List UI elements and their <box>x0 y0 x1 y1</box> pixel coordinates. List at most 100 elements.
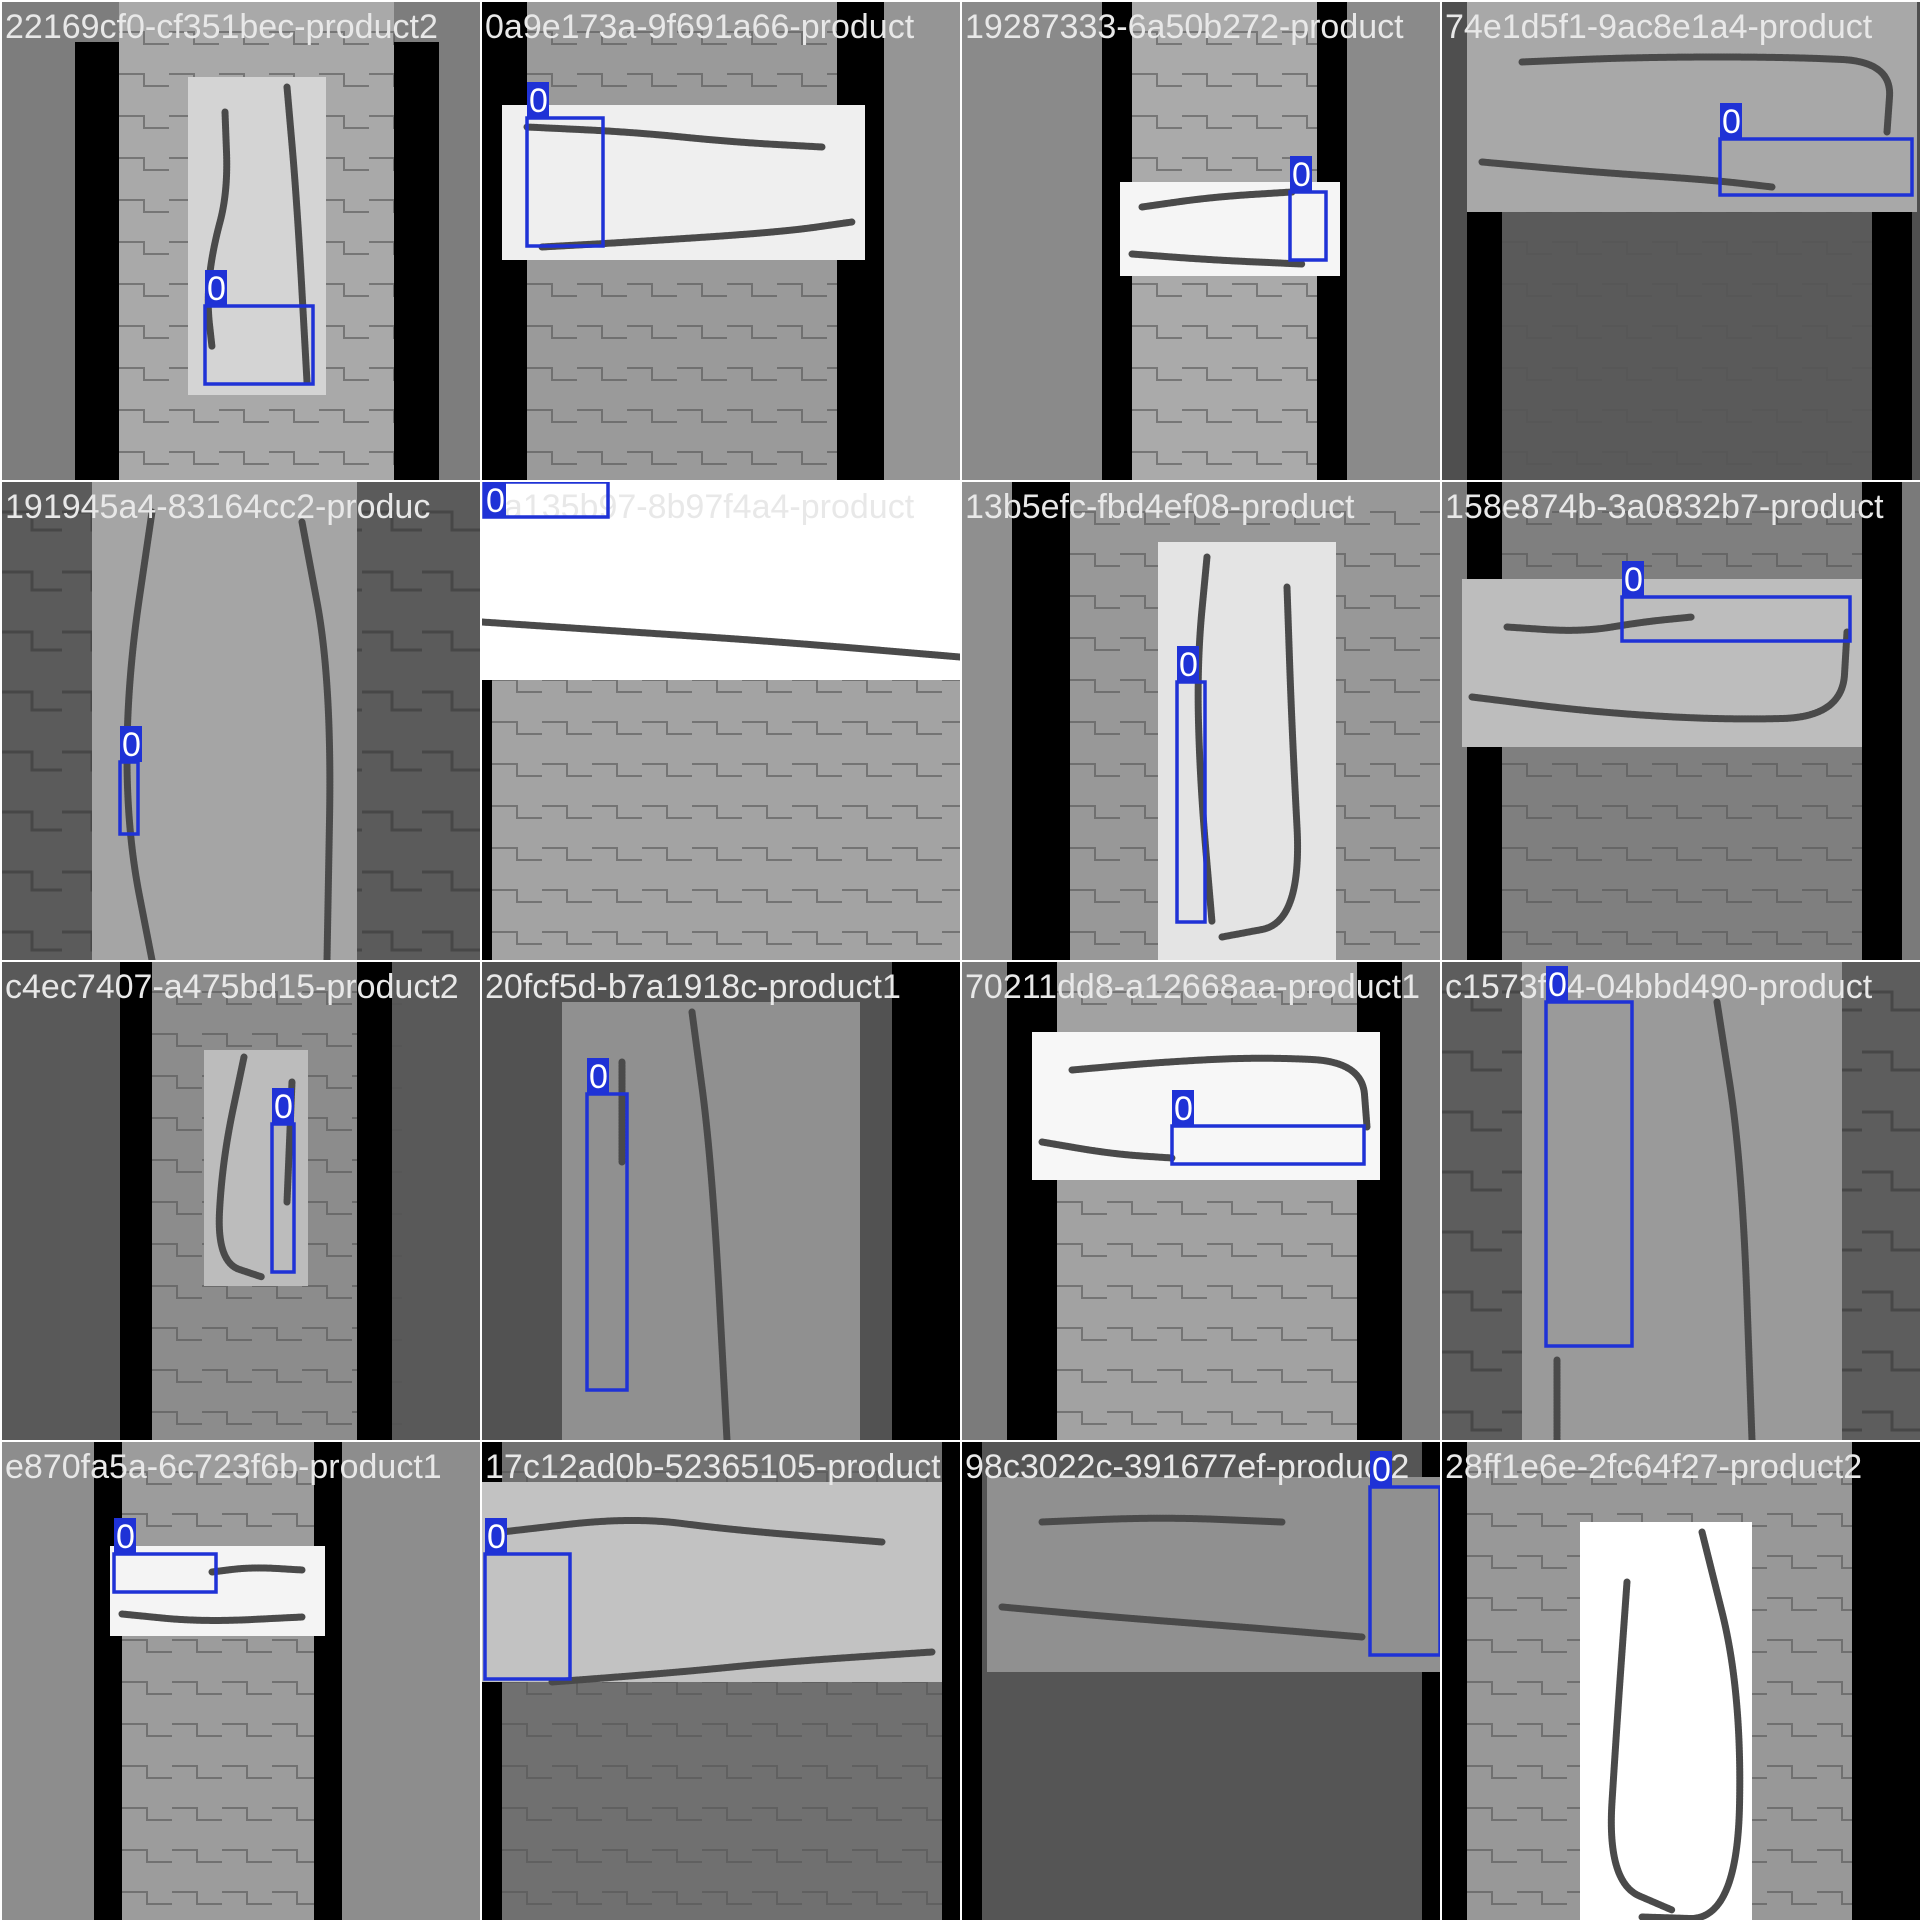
belt-pattern <box>1502 847 1902 861</box>
wire-trace <box>1218 583 1302 941</box>
wire-trace <box>1468 628 1851 723</box>
belt-pattern <box>152 1369 402 1383</box>
belt-pattern <box>982 1849 1432 1863</box>
image-tile: c4ec7407-a475bd15-product2 0 <box>2 962 480 1440</box>
belt-pattern <box>152 1033 402 1047</box>
belt-pattern <box>1057 991 1357 1005</box>
image-tile: 20fcf5d-b7a1918c-product1 0 <box>482 962 960 1440</box>
belt-pattern <box>527 367 877 381</box>
detection-class-label: 0 <box>1548 966 1567 1004</box>
detection-box <box>112 1552 218 1594</box>
tile-caption: 158e874b-3a0832b7-product <box>1445 488 1884 526</box>
tile-caption: 6a135b97-8b97f4a4-product <box>485 488 915 526</box>
tile-caption: 191945a4-83164cc2-produc <box>5 488 430 526</box>
wire-trace <box>1194 553 1216 926</box>
wire-trace <box>118 1610 306 1624</box>
belt-pattern <box>982 1765 1432 1779</box>
wire-trace <box>688 1008 731 1440</box>
detection-class-label: 0 <box>486 482 505 520</box>
tile-caption: 22169cf0-cf351bec-product2 <box>5 8 438 46</box>
tile-caption: c1573f04-04bbd490-product <box>1445 968 1873 1006</box>
wire-trace <box>498 1516 886 1546</box>
belt-pattern <box>1132 115 1332 129</box>
image-tile: 13b5efc-fbd4ef08-product 0 <box>962 482 1440 960</box>
product-sheet <box>1522 962 1842 1440</box>
rail-left <box>94 1442 122 1920</box>
wire-trace <box>1138 188 1296 211</box>
product-sheet <box>482 1482 942 1682</box>
belt-pattern <box>1132 283 1332 297</box>
detection-label-bg <box>1720 103 1742 139</box>
belt-pattern <box>1057 1369 1357 1383</box>
tile-caption: 98c3022c-391677ef-product2 <box>965 1448 1409 1486</box>
belt-pattern <box>1502 763 1902 777</box>
belt-pattern <box>1057 1243 1357 1257</box>
belt-pattern <box>122 1471 322 1485</box>
belt-pattern <box>527 73 877 87</box>
belt-pattern <box>1502 553 1902 567</box>
detection-box <box>1368 1485 1440 1657</box>
rail-left <box>1012 482 1070 960</box>
image-tile: 19287333-6a50b272-product 0 <box>962 2 1440 480</box>
detection-label-bg <box>1622 561 1644 597</box>
rail-right <box>1862 482 1902 960</box>
rail-right <box>314 1442 342 1920</box>
wire-trace <box>1478 158 1776 191</box>
rail-left <box>1442 1442 1467 1920</box>
detection-class-label: 0 <box>1174 1090 1193 1128</box>
belt-pattern <box>1057 1201 1357 1215</box>
belt-pattern <box>492 931 960 945</box>
rail-left <box>962 1442 982 1920</box>
belt-pattern <box>1467 1513 1867 1527</box>
detection-label-bg <box>1290 156 1312 192</box>
wire-trace <box>1518 53 1894 136</box>
wire-trace <box>283 83 311 386</box>
belt-pattern <box>122 1513 322 1527</box>
belt-pattern <box>119 409 419 423</box>
tile-caption: 20fcf5d-b7a1918c-product1 <box>485 968 901 1006</box>
belt-pattern <box>527 283 877 297</box>
detection-label-bg <box>1177 646 1199 682</box>
wire-trace <box>1038 1138 1176 1162</box>
belt-pattern <box>502 1765 952 1779</box>
belt-pattern <box>502 1849 952 1863</box>
wire-trace <box>1068 1054 1371 1131</box>
belt-pattern <box>492 763 960 777</box>
product-sheet <box>562 1002 860 1440</box>
belt-pattern <box>119 31 419 45</box>
belt-pattern <box>1502 451 1902 465</box>
belt-pattern <box>1132 325 1332 339</box>
detection-class-label: 0 <box>1179 646 1198 684</box>
detection-class-label: 0 <box>116 1518 135 1556</box>
belt-pattern <box>502 1891 952 1905</box>
product-sheet <box>1158 542 1336 960</box>
detection-class-label: 0 <box>1372 1451 1391 1489</box>
detection-class-label: 0 <box>1722 103 1741 141</box>
detection-box <box>1718 137 1914 197</box>
image-tile: 70211dd8-a12668aa-product1 0 <box>962 962 1440 1440</box>
belt-pattern <box>122 1891 322 1905</box>
product-sheet <box>92 482 357 960</box>
detection-box <box>1620 595 1852 643</box>
belt-pattern <box>527 325 877 339</box>
belt-pattern <box>527 31 877 45</box>
detection-box <box>525 116 605 248</box>
wire-trace <box>208 1564 306 1576</box>
belt-pattern <box>1132 409 1332 423</box>
wire-trace <box>548 1648 936 1686</box>
rail-left <box>120 962 152 1440</box>
belt-pattern <box>982 1681 1432 1695</box>
wire-trace <box>1038 1514 1286 1526</box>
belt-pattern <box>1502 409 1902 423</box>
tile-caption: 0a9e173a-9f691a66-product <box>485 8 915 46</box>
detection-label-bg <box>120 726 142 762</box>
detection-label-bg <box>485 1518 507 1554</box>
rail-left <box>482 482 492 960</box>
tile-caption: 74e1d5f1-9ac8e1a4-product <box>1445 8 1873 46</box>
belt-pattern <box>502 1807 952 1821</box>
wire-trace <box>298 518 334 960</box>
belt-pattern <box>1132 451 1332 465</box>
